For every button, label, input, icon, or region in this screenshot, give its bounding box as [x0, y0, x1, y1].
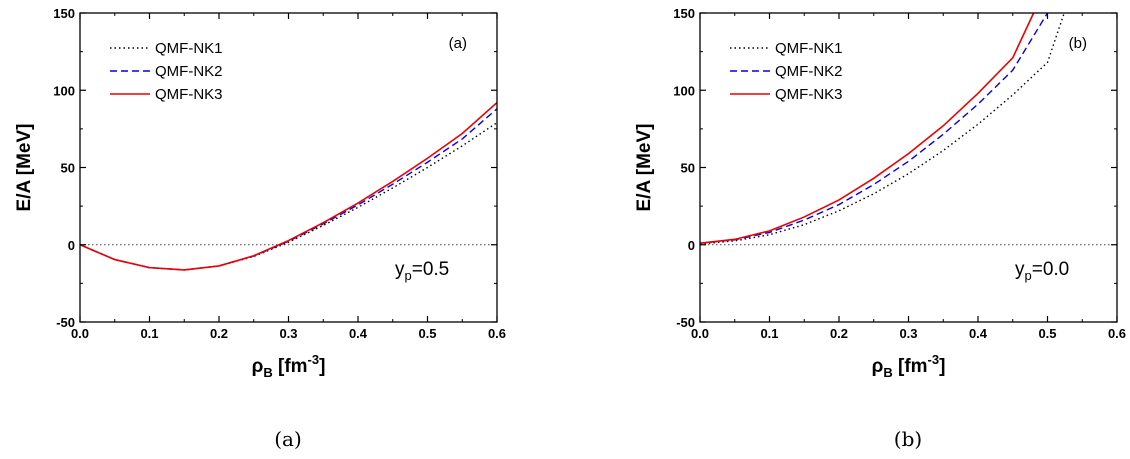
y-tick-label: 50 — [681, 161, 695, 176]
y-tick-label: -50 — [56, 315, 75, 330]
panel-tag: (b) — [1069, 35, 1087, 52]
y-tick-label: -50 — [676, 315, 695, 330]
figure-caption: (b) — [894, 427, 922, 451]
x-tick-label: 0.4 — [969, 326, 988, 341]
series-line-qmf-nk3 — [80, 102, 497, 271]
y-tick-label: 150 — [673, 6, 695, 21]
y-tick-label: 100 — [673, 83, 695, 98]
series-line-qmf-nk3 — [700, 13, 1035, 244]
chart-panel-b: 0.0 0.1 0.2 0.3 0.4 0.5 0.6 -50 0 50 100 150 E/A [Me… — [634, 6, 1126, 380]
x-axis-title: ρB [fm-3] — [252, 352, 326, 380]
legend-label-qmf-nk1: QMF-NK1 — [155, 40, 223, 57]
annotation-yp: yp=0.0 — [1015, 259, 1069, 283]
legend-label-qmf-nk3: QMF-NK3 — [155, 86, 223, 103]
y-tick-label: 50 — [61, 161, 75, 176]
y-tick-label: 100 — [53, 83, 75, 98]
legend-label-qmf-nk1: QMF-NK1 — [775, 40, 843, 57]
figure-caption: (a) — [274, 427, 302, 451]
x-tick-label: 0.6 — [488, 326, 506, 341]
y-axis-title: E/A [MeV] — [14, 124, 35, 212]
legend-label-qmf-nk2: QMF-NK2 — [775, 63, 843, 80]
series-line-qmf-nk1 — [700, 13, 1065, 245]
x-axis-title: ρB [fm-3] — [872, 352, 946, 380]
x-tick-label: 0.5 — [1038, 326, 1056, 341]
x-tick-label: 0.2 — [210, 326, 228, 341]
x-tick-label: 0.3 — [279, 326, 297, 341]
chart-panel-a: 0.0 0.1 0.2 0.3 0.4 0.5 0.6 -50 0 50 100 150 E/A [Me… — [14, 6, 506, 380]
x-tick-label: 0.2 — [830, 326, 848, 341]
legend-label-qmf-nk3: QMF-NK3 — [775, 86, 843, 103]
y-tick-label: 0 — [688, 238, 695, 253]
series-line-qmf-nk1 — [80, 122, 497, 271]
y-axis-title: E/A [MeV] — [634, 124, 655, 212]
x-tick-label: 0.5 — [418, 326, 436, 341]
legend-label-qmf-nk2: QMF-NK2 — [155, 63, 223, 80]
y-tick-label: 150 — [53, 6, 75, 21]
x-tick-label: 0.4 — [349, 326, 368, 341]
x-tick-label: 0.6 — [1108, 326, 1126, 341]
x-tick-label: 0.3 — [899, 326, 917, 341]
x-tick-label: 0.0 — [691, 326, 709, 341]
series-line-qmf-nk2 — [700, 13, 1049, 244]
series-line-qmf-nk2 — [80, 108, 497, 271]
x-tick-label: 0.0 — [71, 326, 89, 341]
x-tick-label: 0.1 — [760, 326, 778, 341]
x-tick-label: 0.1 — [140, 326, 158, 341]
annotation-yp: yp=0.5 — [395, 259, 449, 283]
y-tick-label: 0 — [68, 238, 75, 253]
panel-tag: (a) — [449, 35, 467, 52]
